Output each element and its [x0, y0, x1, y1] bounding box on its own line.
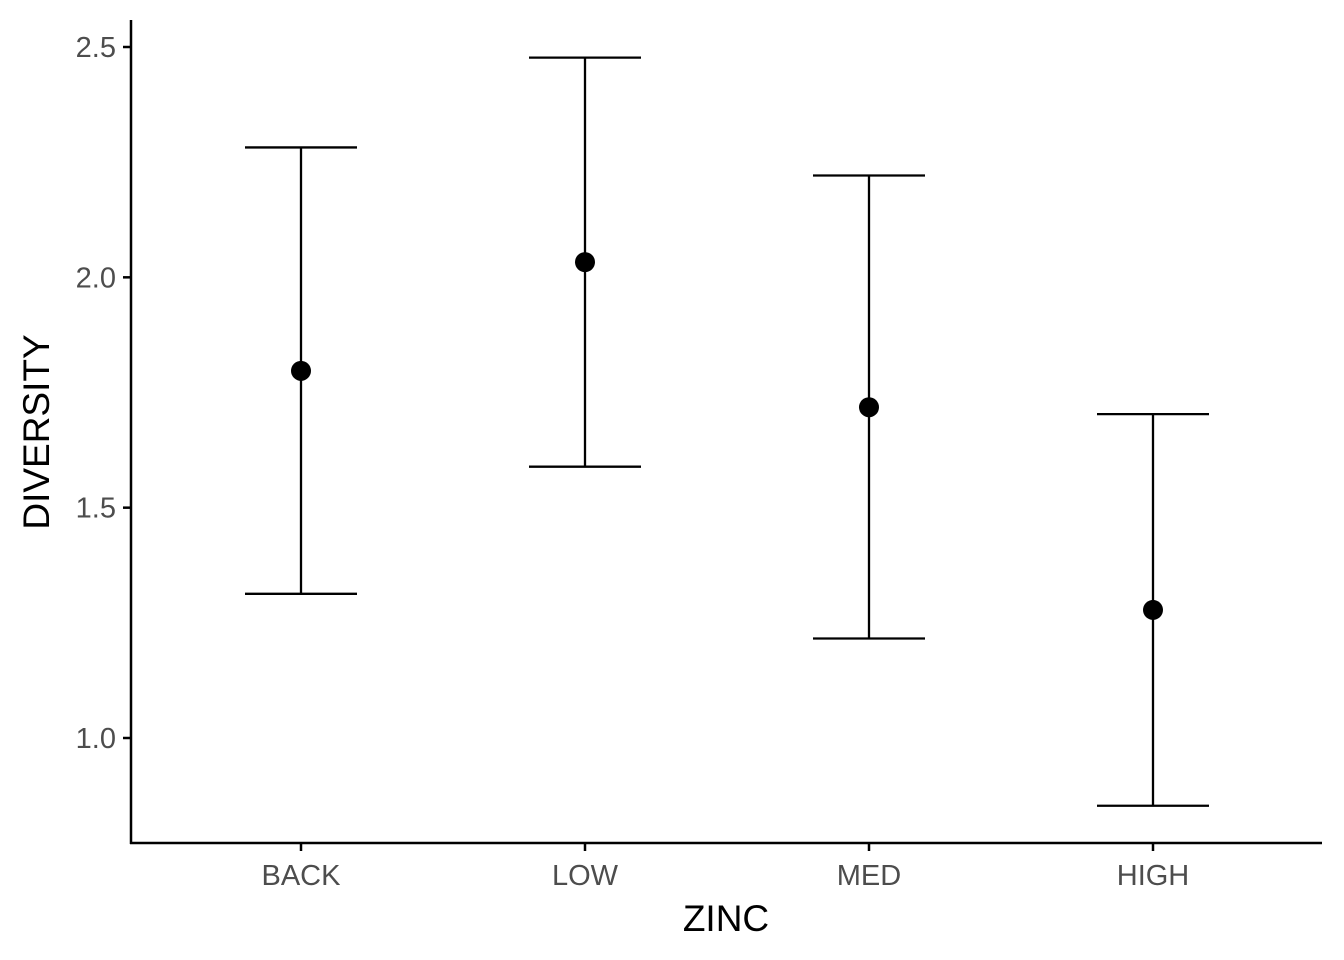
y-tick-label: 2.5 [76, 32, 116, 64]
data-point [1143, 599, 1163, 620]
x-axis-ticks: BACK LOW MED HIGH [262, 843, 1190, 892]
x-tick-label: MED [837, 860, 901, 892]
y-axis-title: DIVERSITY [16, 334, 57, 529]
y-tick-label: 2.0 [76, 262, 116, 294]
x-tick-label: HIGH [1117, 860, 1190, 892]
errorbar-group-back [245, 146, 357, 595]
x-axis-title: ZINC [683, 898, 769, 939]
axes: 1.0 1.5 2.0 2.5 BACK LOW MED HIGH [76, 20, 1322, 892]
y-tick-label: 1.0 [76, 723, 116, 755]
y-tick-label: 1.5 [76, 493, 116, 525]
errorbar-group-low [529, 56, 641, 468]
y-axis-ticks: 1.0 1.5 2.0 2.5 [76, 32, 131, 755]
x-tick-label: BACK [262, 860, 342, 892]
data-point [859, 397, 879, 418]
data-point [291, 360, 311, 381]
plot-area [245, 56, 1209, 807]
data-point [575, 252, 595, 273]
errorbar-group-med [813, 174, 925, 640]
x-tick-label: LOW [552, 860, 619, 892]
errorbar-group-high [1097, 413, 1209, 807]
